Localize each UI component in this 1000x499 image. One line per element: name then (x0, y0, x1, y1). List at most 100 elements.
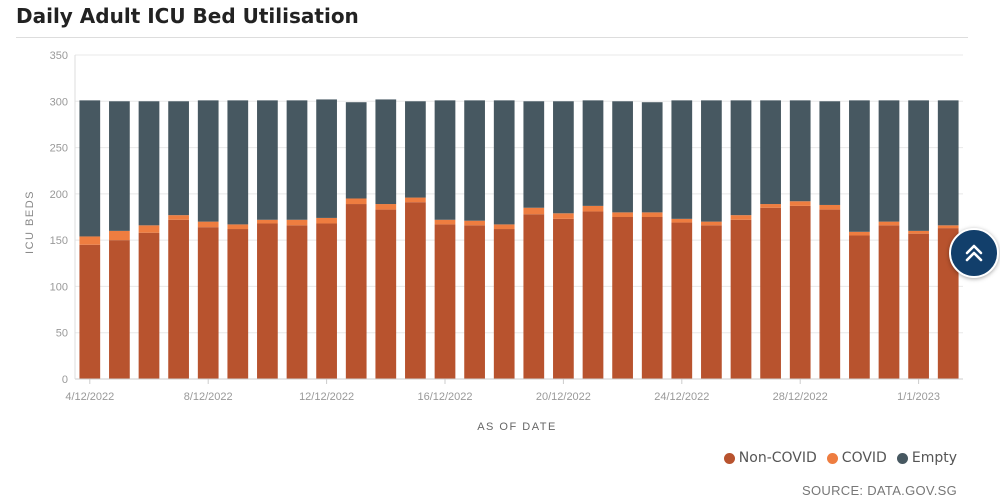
bar-empty[interactable] (345, 102, 367, 199)
bar-empty[interactable] (405, 101, 426, 198)
bar-covid[interactable] (671, 218, 693, 223)
bar-empty[interactable] (701, 100, 722, 222)
bar-empty[interactable] (316, 99, 337, 218)
bar-covid[interactable] (197, 221, 219, 228)
bar-non-covid[interactable] (641, 217, 663, 379)
bar-covid[interactable] (227, 224, 249, 230)
bar-covid[interactable] (405, 197, 426, 203)
stacked-bar-chart: 0 50 100 150 200 250 300 350 4/12/2022 8/12/2022 1… (24, 50, 963, 433)
bar-empty[interactable] (109, 101, 130, 231)
bar-empty[interactable] (612, 101, 633, 213)
bar-empty[interactable] (434, 100, 456, 220)
bar-non-covid[interactable] (612, 217, 633, 379)
legend-item-non-covid[interactable]: Non-COVID (723, 450, 817, 466)
y-tick-label: 0 (62, 374, 68, 386)
bar-non-covid[interactable] (375, 209, 397, 379)
bar-non-covid[interactable] (138, 232, 160, 379)
bar-empty[interactable] (819, 101, 841, 205)
bar-covid[interactable] (641, 212, 663, 217)
x-tick-label: 28/12/2022 (773, 391, 828, 403)
bar-covid[interactable] (553, 213, 574, 219)
bar-covid[interactable] (701, 221, 722, 226)
bar-covid[interactable] (730, 215, 752, 220)
bar-covid[interactable] (168, 215, 189, 220)
bar-covid[interactable] (523, 207, 545, 215)
bar-covid[interactable] (937, 225, 959, 229)
y-tick-label: 150 (50, 235, 68, 247)
bar-empty[interactable] (553, 101, 574, 214)
bar-empty[interactable] (937, 100, 959, 226)
legend-item-covid[interactable]: COVID (826, 450, 887, 466)
scroll-to-top-button[interactable] (949, 228, 999, 278)
bar-empty[interactable] (197, 100, 219, 222)
bar-non-covid[interactable] (908, 233, 929, 379)
bar-non-covid[interactable] (168, 219, 189, 379)
bar-empty[interactable] (641, 102, 663, 213)
bar-covid[interactable] (760, 204, 781, 208)
bar-covid[interactable] (849, 231, 870, 236)
y-tick-label: 300 (50, 96, 68, 108)
bar-non-covid[interactable] (79, 244, 101, 379)
bar-non-covid[interactable] (849, 235, 870, 379)
bar-empty[interactable] (493, 100, 515, 225)
bar-non-covid[interactable] (345, 204, 367, 379)
bar-non-covid[interactable] (227, 229, 249, 379)
bar-empty[interactable] (79, 100, 101, 237)
bar-non-covid[interactable] (464, 225, 485, 379)
bar-non-covid[interactable] (789, 205, 811, 379)
bar-non-covid[interactable] (197, 227, 219, 379)
bar-covid[interactable] (286, 219, 308, 226)
bar-empty[interactable] (908, 100, 929, 231)
bar-non-covid[interactable] (819, 209, 841, 379)
bar-non-covid[interactable] (316, 223, 337, 379)
bar-covid[interactable] (819, 204, 841, 210)
bar-non-covid[interactable] (286, 225, 308, 379)
bar-empty[interactable] (730, 100, 752, 216)
bar-non-covid[interactable] (493, 229, 515, 379)
bar-non-covid[interactable] (878, 225, 900, 379)
bar-empty[interactable] (878, 100, 900, 222)
bar-covid[interactable] (79, 236, 101, 245)
bar-covid[interactable] (493, 224, 515, 230)
bar-empty[interactable] (257, 100, 278, 220)
bar-empty[interactable] (671, 100, 693, 219)
legend-item-empty[interactable]: Empty (896, 450, 957, 466)
bar-empty[interactable] (168, 101, 189, 216)
bar-non-covid[interactable] (760, 207, 781, 379)
bar-covid[interactable] (138, 225, 160, 233)
bar-empty[interactable] (760, 100, 781, 205)
bar-empty[interactable] (286, 100, 308, 220)
bar-covid[interactable] (375, 204, 397, 210)
bar-covid[interactable] (257, 219, 278, 224)
bar-covid[interactable] (878, 221, 900, 226)
bar-empty[interactable] (464, 100, 485, 221)
bar-covid[interactable] (582, 205, 604, 212)
bar-non-covid[interactable] (257, 223, 278, 379)
legend-label-empty: Empty (911, 450, 957, 466)
bar-non-covid[interactable] (701, 225, 722, 379)
bar-non-covid[interactable] (671, 222, 693, 379)
bar-covid[interactable] (109, 230, 130, 241)
bar-covid[interactable] (345, 198, 367, 205)
bar-non-covid[interactable] (582, 211, 604, 379)
bar-covid[interactable] (908, 230, 929, 234)
bar-covid[interactable] (612, 212, 633, 217)
bar-empty[interactable] (227, 100, 249, 225)
bar-empty[interactable] (523, 101, 545, 208)
bar-non-covid[interactable] (730, 219, 752, 379)
bar-covid[interactable] (789, 201, 811, 206)
bar-non-covid[interactable] (109, 240, 130, 379)
bar-covid[interactable] (434, 219, 456, 225)
bar-empty[interactable] (789, 100, 811, 202)
bar-non-covid[interactable] (434, 224, 456, 379)
bar-non-covid[interactable] (405, 202, 426, 379)
legend-dot-covid (826, 452, 838, 464)
bar-empty[interactable] (582, 100, 604, 206)
bar-non-covid[interactable] (553, 218, 574, 379)
bar-empty[interactable] (138, 101, 160, 226)
bar-non-covid[interactable] (523, 214, 545, 379)
bar-empty[interactable] (375, 99, 397, 205)
bar-empty[interactable] (849, 100, 870, 232)
bar-covid[interactable] (316, 217, 337, 224)
bar-covid[interactable] (464, 220, 485, 226)
